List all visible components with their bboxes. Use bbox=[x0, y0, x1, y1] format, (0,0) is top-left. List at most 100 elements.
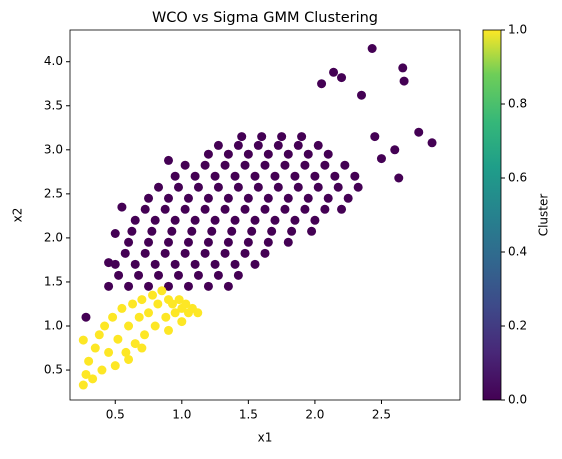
point bbox=[240, 160, 250, 170]
point bbox=[357, 90, 367, 100]
point bbox=[313, 182, 323, 192]
x-tick-label: 0.5 bbox=[106, 408, 125, 422]
point bbox=[310, 171, 320, 181]
point bbox=[108, 312, 118, 322]
point bbox=[290, 215, 300, 225]
point bbox=[134, 312, 144, 322]
colorbar-tick-label: 1.0 bbox=[508, 23, 527, 37]
point bbox=[150, 259, 160, 269]
point bbox=[320, 204, 330, 214]
point bbox=[130, 339, 140, 349]
point bbox=[137, 295, 147, 305]
point bbox=[250, 215, 260, 225]
y-tick-label: 1.5 bbox=[44, 274, 63, 288]
point bbox=[181, 299, 191, 309]
point bbox=[130, 215, 140, 225]
point bbox=[167, 299, 177, 309]
point bbox=[307, 226, 317, 236]
point bbox=[203, 149, 213, 159]
point bbox=[398, 63, 408, 73]
point bbox=[277, 132, 287, 142]
point bbox=[260, 160, 270, 170]
y-tick-label: 3.0 bbox=[44, 142, 63, 156]
point bbox=[337, 73, 347, 83]
point bbox=[154, 270, 164, 280]
point bbox=[233, 182, 243, 192]
point bbox=[124, 354, 134, 364]
y-axis-label: x2 bbox=[11, 208, 25, 223]
point bbox=[113, 334, 123, 344]
y-tick-label: 4.0 bbox=[44, 54, 63, 68]
point bbox=[187, 226, 197, 236]
point bbox=[110, 259, 120, 269]
point bbox=[144, 193, 154, 203]
point bbox=[320, 160, 330, 170]
colorbar-tick-label: 0.0 bbox=[508, 393, 527, 407]
point bbox=[243, 149, 253, 159]
point bbox=[213, 182, 223, 192]
point bbox=[94, 330, 104, 340]
point bbox=[257, 132, 267, 142]
point bbox=[253, 140, 263, 150]
point bbox=[81, 369, 91, 379]
point bbox=[293, 182, 303, 192]
point bbox=[310, 215, 320, 225]
point bbox=[203, 193, 213, 203]
point bbox=[223, 193, 233, 203]
y-tick-label: 0.5 bbox=[44, 363, 63, 377]
point bbox=[147, 226, 157, 236]
point bbox=[323, 149, 333, 159]
point bbox=[230, 215, 240, 225]
y-tick-label: 1.0 bbox=[44, 319, 63, 333]
point bbox=[223, 149, 233, 159]
point bbox=[163, 193, 173, 203]
point bbox=[174, 295, 184, 305]
point bbox=[313, 140, 323, 150]
point bbox=[337, 204, 347, 214]
point bbox=[220, 204, 230, 214]
point bbox=[183, 237, 193, 247]
point bbox=[84, 356, 94, 366]
point bbox=[280, 204, 290, 214]
point bbox=[163, 155, 173, 165]
point bbox=[140, 248, 150, 258]
point bbox=[81, 312, 91, 322]
point bbox=[110, 361, 120, 371]
point bbox=[399, 76, 409, 86]
point bbox=[190, 171, 200, 181]
point bbox=[170, 308, 180, 318]
points bbox=[78, 44, 437, 390]
point bbox=[280, 160, 290, 170]
point bbox=[270, 215, 280, 225]
point bbox=[263, 237, 273, 247]
point bbox=[104, 347, 114, 357]
point bbox=[273, 182, 283, 192]
point bbox=[270, 171, 280, 181]
point bbox=[323, 193, 333, 203]
point bbox=[117, 303, 127, 313]
point bbox=[148, 290, 158, 300]
point bbox=[297, 132, 307, 142]
point bbox=[233, 140, 243, 150]
point bbox=[114, 270, 124, 280]
point bbox=[290, 171, 300, 181]
colorbar bbox=[482, 29, 502, 401]
point bbox=[163, 325, 173, 335]
point bbox=[263, 149, 273, 159]
point bbox=[170, 215, 180, 225]
point bbox=[193, 270, 203, 280]
point bbox=[150, 215, 160, 225]
point bbox=[170, 259, 180, 269]
point bbox=[163, 281, 173, 291]
point bbox=[78, 335, 88, 345]
point bbox=[287, 226, 297, 236]
point bbox=[260, 204, 270, 214]
point bbox=[90, 343, 100, 353]
point bbox=[293, 140, 303, 150]
point bbox=[263, 193, 273, 203]
point bbox=[283, 193, 293, 203]
point bbox=[140, 204, 150, 214]
point bbox=[160, 248, 170, 258]
point bbox=[303, 193, 313, 203]
point bbox=[190, 259, 200, 269]
